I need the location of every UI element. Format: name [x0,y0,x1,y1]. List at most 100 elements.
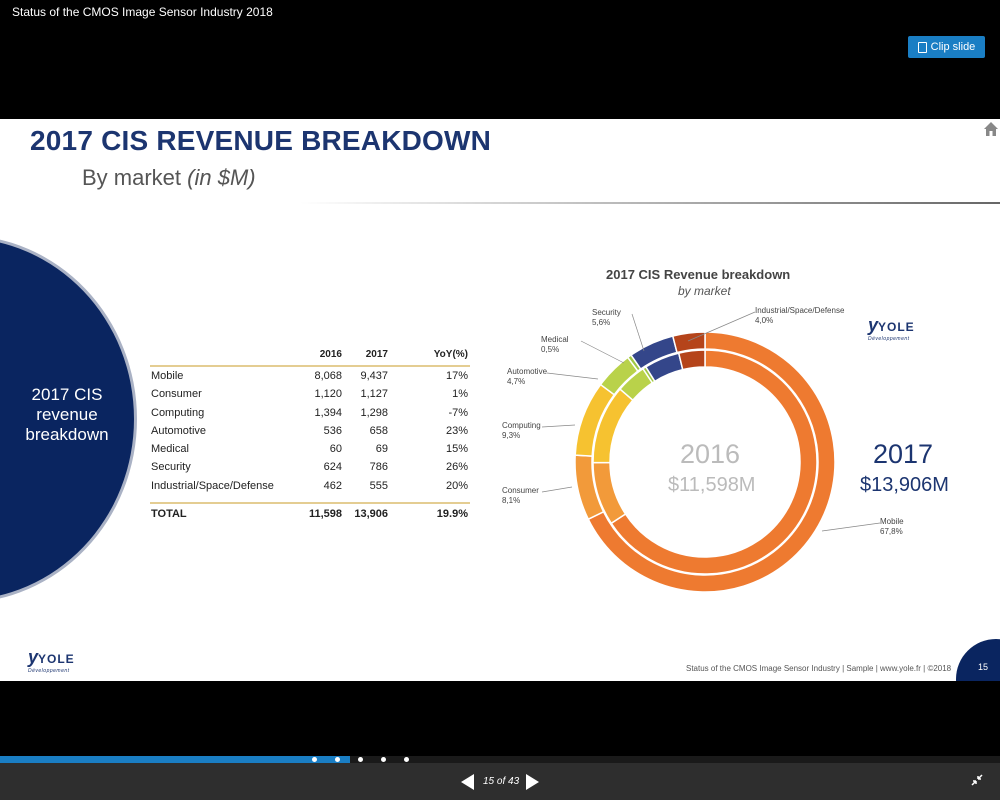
slice-label-name: Computing [502,421,541,430]
clip-slide-button[interactable]: Clip slide [908,36,985,58]
progress-marker[interactable] [312,757,317,762]
progress-bar[interactable] [0,756,1000,763]
slice-label-value: 8,1% [502,496,521,505]
table-cell: 2016 [319,349,342,360]
subtitle-text: By market [82,165,188,190]
chart-title: 2017 CIS Revenue breakdown [606,267,791,282]
clip-icon [917,41,927,53]
logo-subtext: Développement [28,668,70,674]
table-row: Consumer 1,120 1,127 1% [150,385,470,403]
table-cell: 536 [323,424,342,437]
subtitle-unit: (in $M) [187,165,256,190]
table-cell: 8,068 [314,370,342,382]
table-cell: 786 [369,461,388,474]
table-cell: 624 [323,461,342,474]
table-cell: 462 [323,479,342,492]
table-cell: TOTAL [151,508,187,521]
table-cell: 15% [445,443,468,456]
progress-marker[interactable] [358,757,363,762]
table-row: Medical 60 69 15% [150,440,470,458]
progress-marker[interactable] [404,757,409,762]
leader-line [546,372,599,380]
table-cell: Computing [151,406,205,419]
slide-title: 2017 CIS REVENUE BREAKDOWN [30,125,492,156]
slice-label: Industrial/Space/Defense 4,0% [755,306,844,326]
slide: 2017 CIS REVENUE BREAKDOWN By market (in… [0,119,1000,681]
table-row: Security 624 786 26% [150,458,470,476]
previous-slide-icon[interactable] [461,774,474,790]
progress-marker[interactable] [381,757,386,762]
slice-label-value: 9,3% [502,431,521,440]
table-cell: -7% [448,406,468,419]
player-controls: 15 of 43 [0,763,1000,800]
table-cell: 1% [452,388,468,401]
table-cell: 555 [369,479,388,492]
slice-label-name: Mobile [880,517,904,526]
center-2017-value: $13,906M [860,474,949,496]
slide-subtitle: By market (in $M) [82,165,256,191]
slice-label-value: 5,6% [592,318,611,327]
slice-label: Mobile 67,8% [880,517,904,537]
table-cell: YoY(%) [433,349,468,360]
table-cell: 658 [369,424,388,437]
slice-label: Computing 9,3% [502,421,541,441]
slice-label-value: 67,8% [880,527,903,536]
table-cell: 1,298 [360,406,388,419]
leader-line [541,486,573,493]
chart-subtitle: by market [678,284,731,298]
section-circle-text: 2017 CIS revenue breakdown [25,385,109,444]
table-cell: 20% [445,479,468,492]
viewer-title: Status of the CMOS Image Sensor Industry… [12,5,273,19]
leader-line [821,522,881,532]
table-cell: Consumer [151,388,202,401]
slice-label: Security 5,6% [592,308,621,328]
logo-subtext: Développement [868,336,910,342]
slice-label-name: Consumer [502,486,539,495]
table-cell: 11,598 [308,508,342,521]
logo-text: YOLE [38,652,75,666]
progress-marker[interactable] [335,757,340,762]
table-cell: 9,437 [360,370,388,382]
table-cell: 1,120 [314,388,342,401]
table-row: Computing 1,394 1,298 -7% [150,404,470,422]
table-cell: 69 [375,443,388,456]
title-divider [300,202,1000,204]
exit-fullscreen-icon[interactable] [971,774,983,786]
table-row: Mobile 8,068 9,437 17% [150,367,470,385]
center-2016-value: $11,598M [668,474,756,496]
table-total-row: TOTAL 11,598 13,906 19.9% [150,502,470,522]
table-cell: 13,906 [354,508,388,521]
table-cell: Automotive [151,424,207,437]
slice-label: Medical 0,5% [541,335,569,355]
slide-counter: 15 of 43 [483,776,520,787]
center-2016-label: 2016 [680,439,741,469]
logo-text: YOLE [878,320,915,334]
table-cell: 19.9% [436,508,468,521]
table-cell: Industrial/Space/Defense [151,479,274,492]
table-cell: Mobile [151,370,184,382]
next-slide-icon[interactable] [526,774,539,790]
clip-slide-label: Clip slide [930,41,976,53]
slice-label-value: 0,5% [541,345,560,354]
leader-line [541,424,576,428]
table-cell: Medical [151,443,189,456]
table-cell: Security [151,461,191,474]
yole-logo-footer: yYOLE Développement [28,647,75,674]
home-icon[interactable] [983,121,999,137]
table-cell: 23% [445,424,468,437]
slice-label-name: Automotive [507,367,548,376]
slide-footer: Status of the CMOS Image Sensor Industry… [686,664,952,673]
slice-label-value: 4,7% [507,377,526,386]
table-cell: 1,127 [360,388,388,401]
leader-line [631,313,645,352]
table-cell: 60 [329,443,342,456]
page-number: 15 [978,662,989,672]
table-header: 2016 2017 YoY(%) [150,345,470,367]
table-cell: 26% [445,461,468,474]
slice-label-name: Medical [541,335,569,344]
table-cell: 17% [445,370,468,382]
table-row: Industrial/Space/Defense 462 555 20% [150,477,470,495]
slice-label-name: Security [592,308,621,317]
leader-line [580,340,625,364]
slice-label: Automotive 4,7% [507,367,547,387]
